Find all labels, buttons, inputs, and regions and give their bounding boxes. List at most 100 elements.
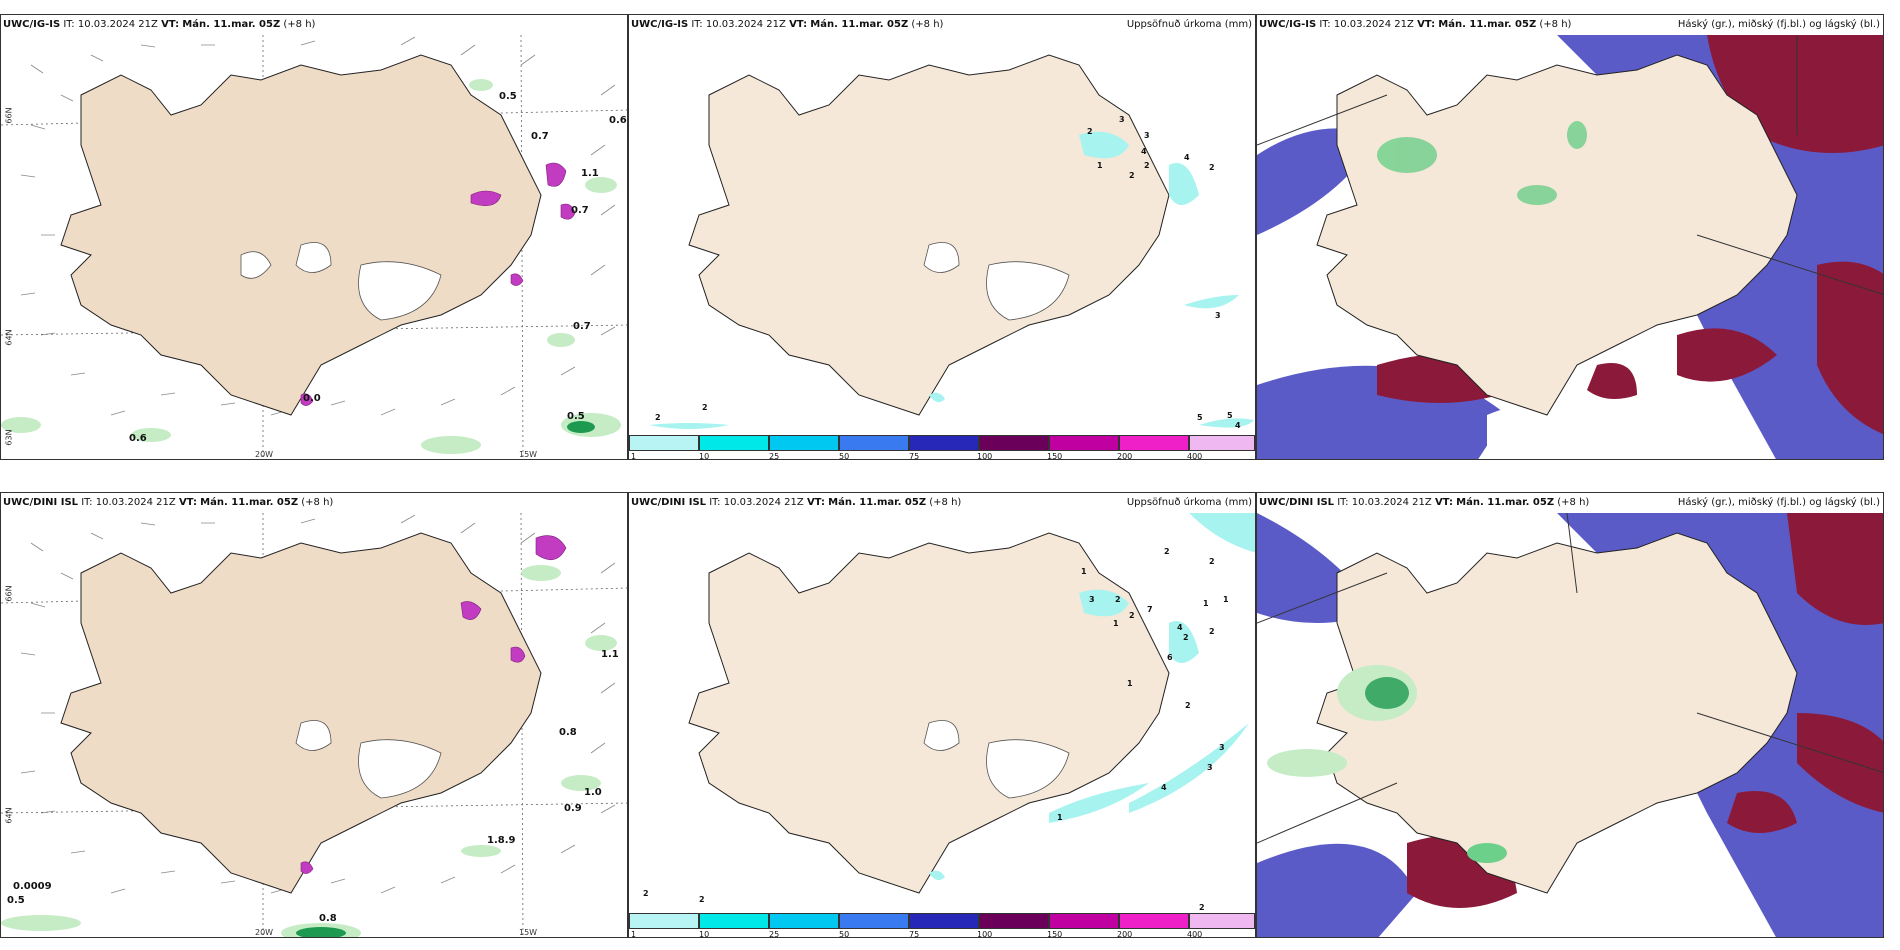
colorbar-tick: 100	[977, 930, 993, 938]
precip-value: 2	[1115, 595, 1121, 604]
precip-value: 4	[1141, 147, 1147, 156]
precip-value: 4	[1184, 153, 1190, 162]
lat-label: 64N	[4, 329, 14, 346]
value-label: 0.8	[319, 913, 337, 924]
colorbar-swatch	[699, 435, 769, 451]
colorbar-tick: 400	[1187, 930, 1203, 938]
precip-value: 5	[1197, 413, 1203, 422]
value-label: 0.8	[559, 727, 577, 738]
precip-value: 2	[643, 889, 649, 898]
precip-value: 5	[1227, 411, 1233, 420]
colorbar-swatch	[909, 913, 979, 929]
precip-value: 2	[1087, 127, 1093, 136]
panel-wind-row1: UWC/IG-IS IT: 10.03.2024 21Z VT: Mán. 11…	[0, 14, 628, 460]
lon-label: 20W	[255, 928, 274, 937]
precip-value: 6	[1167, 653, 1173, 662]
colorbar-swatch	[1119, 913, 1189, 929]
precip-patches	[300, 162, 576, 406]
colorbar-tick: 200	[1117, 452, 1133, 460]
iceland-land	[60, 532, 542, 894]
panel-title: Uppsöfnuð úrkoma (mm)	[1126, 19, 1252, 30]
precip-value: 2	[1144, 161, 1150, 170]
mid-cloud	[1267, 665, 1507, 863]
colorbar-tick: 1	[631, 452, 637, 460]
panel-header: UWC/IG-IS IT: 10.03.2024 21Z VT: Mán. 11…	[631, 19, 944, 30]
precip-value: 7	[1147, 605, 1153, 614]
value-label: 0.6	[609, 115, 627, 126]
colorbar-swatch	[699, 913, 769, 929]
precip-value: 1	[1057, 813, 1063, 822]
colorbar-swatch	[1189, 913, 1255, 929]
value-label: 1.1	[601, 649, 619, 660]
colorbar-swatch	[979, 435, 1049, 451]
precip-colorbar: 1 10 25 50 75 100 150 200 400	[629, 435, 1255, 459]
value-label: 1.1	[581, 168, 599, 179]
precip-value: 3	[1219, 743, 1225, 752]
lon-label: 15W	[519, 450, 538, 459]
panel-precip-row2: UWC/DINI ISL IT: 10.03.2024 21Z VT: Mán.…	[628, 492, 1256, 938]
panel-cloud-row1: UWC/IG-IS IT: 10.03.2024 21Z VT: Mán. 11…	[1256, 14, 1884, 460]
precip-value: 1	[1127, 679, 1133, 688]
panel-header: UWC/IG-IS IT: 10.03.2024 21Z VT: Mán. 11…	[3, 19, 316, 30]
precip-value: 2	[1209, 163, 1215, 172]
precip-value: 2	[1164, 547, 1170, 556]
lat-label: 64N	[4, 807, 14, 824]
precip-value: 2	[1129, 171, 1135, 180]
cloud-map	[1257, 513, 1883, 937]
high-cloud	[1407, 513, 1883, 908]
value-label: 0.6	[129, 433, 147, 444]
colorbar-tick: 1	[631, 930, 637, 938]
value-label: 0.5	[7, 895, 25, 906]
precip-value: 3	[1119, 115, 1125, 124]
colorbar-swatch	[769, 435, 839, 451]
precip-map	[629, 513, 1255, 915]
precip-value: 2	[702, 403, 708, 412]
panel-precip-row1: UWC/IG-IS IT: 10.03.2024 21Z VT: Mán. 11…	[628, 14, 1256, 460]
precip-value: 3	[1144, 131, 1150, 140]
wind-barbs	[20, 36, 616, 416]
precip-value: 3	[1089, 595, 1095, 604]
precip-value: 4	[1177, 623, 1183, 632]
panel-header: UWC/DINI ISL IT: 10.03.2024 21Z VT: Mán.…	[1259, 497, 1590, 508]
colorbar-swatch	[1049, 435, 1119, 451]
value-label: 0.7	[571, 205, 589, 216]
precip-value: 1	[1081, 567, 1087, 576]
colorbar-tick: 200	[1117, 930, 1133, 938]
precip-value: 3	[1215, 311, 1221, 320]
colorbar-swatch	[909, 435, 979, 451]
panel-header: UWC/DINI ISL IT: 10.03.2024 21Z VT: Mán.…	[3, 497, 334, 508]
wind-barbs	[20, 514, 616, 894]
colorbar-tick: 10	[699, 930, 710, 938]
precip-value: 1	[1223, 595, 1229, 604]
precip-value: 1	[1097, 161, 1103, 170]
lat-label: 66N	[4, 585, 14, 602]
value-label: 0.5	[499, 91, 517, 102]
panel-header: UWC/DINI ISL IT: 10.03.2024 21Z VT: Mán.…	[631, 497, 962, 508]
colorbar-tick: 400	[1187, 452, 1203, 460]
panel-title: Uppsöfnuð úrkoma (mm)	[1126, 497, 1252, 508]
iceland-land	[1316, 532, 1798, 894]
precip-value: 2	[655, 413, 661, 422]
precip-areas	[929, 513, 1255, 881]
lat-label: 66N	[4, 107, 14, 124]
value-label: 1.8.9	[487, 835, 516, 846]
precip-value: 2	[1209, 557, 1215, 566]
iceland-land	[60, 54, 542, 416]
iceland-land	[688, 54, 1170, 416]
value-label: 0.5	[567, 411, 585, 422]
precip-value: 3	[1207, 763, 1213, 772]
precip-value: 2	[1185, 701, 1191, 710]
precip-value: 2	[1209, 627, 1215, 636]
precip-value: 4	[1161, 783, 1167, 792]
colorbar-tick: 100	[977, 452, 993, 460]
value-label: 0.0009	[13, 881, 52, 892]
precip-value: 2	[1183, 633, 1189, 642]
colorbar-swatch	[1119, 435, 1189, 451]
value-label: 1.0	[584, 787, 602, 798]
precip-value: 1	[1203, 599, 1209, 608]
precip-value: 4	[1235, 421, 1241, 430]
panel-title: Háský (gr.), miðský (fj.bl.) og lágský (…	[1677, 19, 1880, 30]
lon-label: 20W	[255, 450, 274, 459]
colorbar-tick: 75	[909, 930, 920, 938]
colorbar-tick: 50	[839, 452, 850, 460]
